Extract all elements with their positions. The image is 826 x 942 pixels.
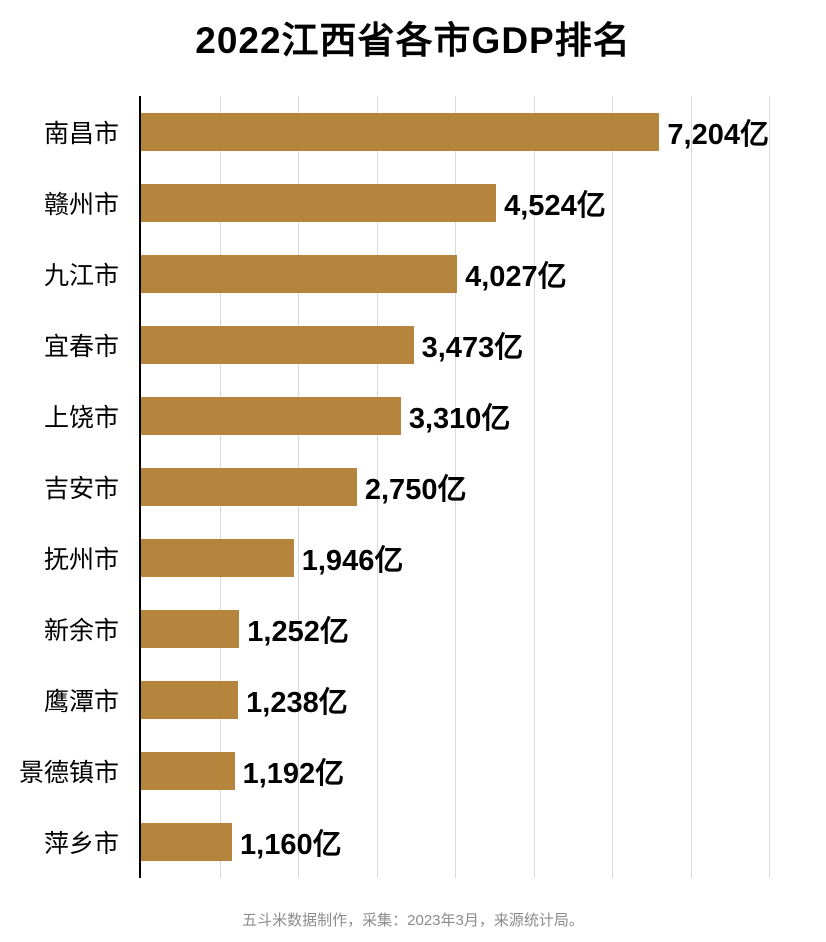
value-label: 1,192亿 <box>242 758 345 791</box>
value-label: 3,310亿 <box>408 402 511 435</box>
gridline <box>455 96 456 878</box>
bar <box>141 254 458 293</box>
chart-row: 新余市 1,252亿 <box>44 594 769 665</box>
category-label: 上饶市 <box>43 403 119 432</box>
bar <box>141 823 233 862</box>
gridline <box>769 96 770 878</box>
chart-row: 鹰潭市 1,238亿 <box>44 665 769 736</box>
category-label: 鹰潭市 <box>43 688 119 717</box>
chart-row: 上饶市 3,310亿 <box>44 380 769 451</box>
chart-rows: 南昌市 7,204亿赣州市 4,524亿九江市 4,027亿宜春市 3,473亿上饶市 3… <box>19 96 769 878</box>
chart-row: 萍乡市 1,160亿 <box>44 807 769 878</box>
value-label: 1,160亿 <box>240 829 342 862</box>
gridline <box>376 96 378 878</box>
category-label: 吉安市 <box>43 475 119 504</box>
chart-title: 2022江西省各市GDP排名 <box>195 20 631 61</box>
source-note: 五斗米数据制作，采集：2023年3月，来源统计局。 <box>242 912 584 929</box>
chart-row: 抚州市 1,946亿 <box>44 523 769 594</box>
value-label: 1,238亿 <box>246 687 348 720</box>
chart-row: 九江市 4,027亿 <box>44 238 769 309</box>
value-label: 7,204亿 <box>667 118 769 151</box>
bar <box>141 396 401 435</box>
category-label: 南昌市 <box>43 119 119 148</box>
category-label: 新余市 <box>43 617 119 646</box>
category-label: 萍乡市 <box>43 830 119 859</box>
value-label: 4,524亿 <box>504 189 606 222</box>
gridline <box>690 96 692 878</box>
gridline <box>612 96 613 878</box>
chart-row: 南昌市 7,204亿 <box>44 96 769 167</box>
bar <box>141 752 235 791</box>
category-label: 九江市 <box>43 261 119 290</box>
bar <box>141 539 294 578</box>
value-label: 2,750亿 <box>364 474 467 507</box>
chart-row: 宜春市 3,473亿 <box>44 309 769 380</box>
category-label: 宜春市 <box>43 332 119 361</box>
category-label: 赣州市 <box>43 190 119 219</box>
value-label: 3,473亿 <box>421 331 524 364</box>
bar <box>141 325 414 364</box>
bar <box>141 183 497 222</box>
chart-row: 吉安市 2,750亿 <box>44 451 769 522</box>
chart-row: 景德镇市 1,192亿 <box>19 736 769 807</box>
value-label: 1,946亿 <box>301 545 404 578</box>
bar <box>141 610 240 649</box>
category-label: 抚州市 <box>43 546 119 575</box>
bar <box>141 112 660 151</box>
bar-chart: 南昌市 7,204亿赣州市 4,524亿九江市 4,027亿宜春市 3,473亿上饶市 3… <box>19 96 770 878</box>
chart-row: 赣州市 4,524亿 <box>44 167 769 238</box>
value-label: 1,252亿 <box>247 616 349 649</box>
gridline <box>533 96 535 878</box>
bar <box>141 681 239 720</box>
bar <box>141 468 357 507</box>
category-label: 景德镇市 <box>18 759 119 788</box>
value-label: 4,027亿 <box>465 260 567 293</box>
